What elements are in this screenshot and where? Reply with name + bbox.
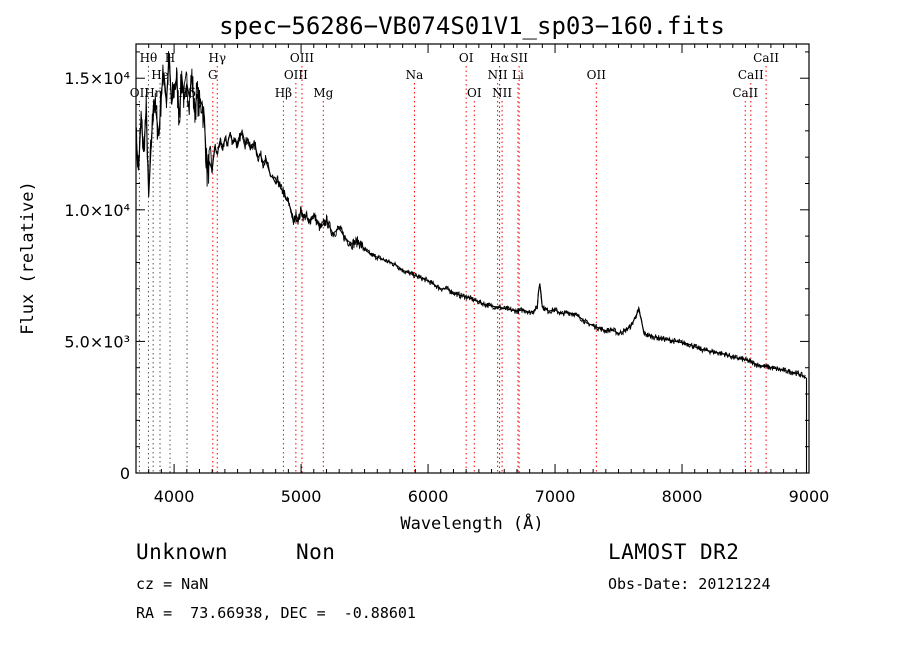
line-marker-label: He <box>151 68 169 82</box>
x-tick-label: 8000 <box>662 487 703 506</box>
line-marker-label: CaII <box>753 51 779 65</box>
x-axis: 4000 5000 6000 7000 8000 9000 <box>135 44 830 506</box>
x-tick-label: 7000 <box>535 487 576 506</box>
y-tick-label: 5.0×10³ <box>64 332 130 351</box>
line-marker-label: OIII <box>284 68 308 82</box>
line-marker-label: OI <box>467 86 482 100</box>
line-marker-label: CaII <box>732 86 758 100</box>
line-marker-label: NII <box>492 86 512 100</box>
line-marker-label: OIII <box>290 51 314 65</box>
y-axis: 0 5.0×10³ 1.0×10⁴ 1.5×10⁴ <box>64 51 809 483</box>
x-tick-label: 5000 <box>281 487 322 506</box>
line-marker-label: Hγ <box>208 51 226 65</box>
line-marker-label: OII <box>130 86 150 100</box>
y-axis-label: Flux (relative) <box>18 181 38 335</box>
y-tick-label: 1.0×10⁴ <box>64 201 130 220</box>
line-marker-label: SII <box>510 51 528 65</box>
line-marker-label: NII <box>488 68 508 82</box>
x-tick-label: 9000 <box>789 487 830 506</box>
line-markers <box>138 66 767 473</box>
line-marker-label: Li <box>512 68 524 82</box>
line-marker-label: Hβ <box>275 86 292 100</box>
line-marker-label: Na <box>406 68 424 82</box>
y-tick-label: 0 <box>120 464 130 483</box>
redshift-cz: cz = NaN <box>136 575 209 593</box>
coordinates: RA = 73.66938, DEC = -0.88601 <box>136 604 416 622</box>
spectrum-line <box>135 57 808 473</box>
chart-title: spec−56286−VB074S01V1_sp03−160.fits <box>219 12 725 40</box>
line-marker-label: Mg <box>313 86 333 100</box>
object-subclass: Non <box>296 540 336 564</box>
line-marker-label: OII <box>587 68 607 82</box>
line-marker-label: G <box>208 68 218 82</box>
plot-frame <box>135 43 810 474</box>
spectrum-line-detail <box>135 51 806 379</box>
line-marker-labels: OIIHθHηHeHHδHγGHβOIIIOIIIMgNaOIOINIIHαNI… <box>130 51 779 100</box>
line-marker-label: CaII <box>738 68 764 82</box>
survey-name: LAMOST DR2 <box>608 540 740 564</box>
line-marker-label: Hα <box>490 51 509 65</box>
observation-date: Obs-Date: 20121224 <box>608 575 771 593</box>
y-tick-label: 1.5×10⁴ <box>64 69 130 88</box>
line-marker-label: Hη <box>144 86 162 100</box>
line-marker-label: Hθ <box>140 51 158 65</box>
x-axis-label: Wavelength (Å) <box>400 512 543 534</box>
object-class: Unknown <box>136 540 229 564</box>
x-tick-label: 4000 <box>154 487 195 506</box>
x-tick-label: 6000 <box>408 487 449 506</box>
line-marker-label: OI <box>459 51 474 65</box>
